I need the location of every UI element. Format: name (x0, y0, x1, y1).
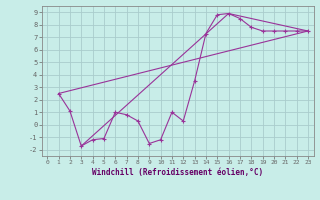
X-axis label: Windchill (Refroidissement éolien,°C): Windchill (Refroidissement éolien,°C) (92, 168, 263, 177)
